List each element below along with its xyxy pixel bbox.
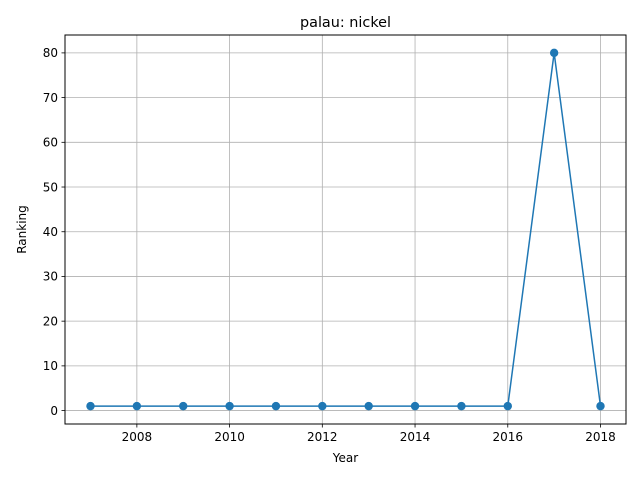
- x-tick-label: 2016: [492, 430, 523, 444]
- y-tick-label: 30: [43, 270, 58, 284]
- data-point: [503, 401, 512, 411]
- y-tick-label: 80: [43, 46, 58, 60]
- data-point: [225, 401, 234, 411]
- data-point: [549, 48, 559, 58]
- y-tick-label: 70: [43, 91, 58, 105]
- y-tick-label: 10: [43, 359, 58, 373]
- x-tick-label: 2012: [307, 430, 338, 444]
- x-tick-label: 2008: [122, 430, 153, 444]
- x-tick-label: 2018: [585, 430, 616, 444]
- y-tick-label: 60: [43, 136, 58, 150]
- grid: [65, 35, 626, 424]
- y-tick-label: 20: [43, 314, 58, 328]
- x-tick-label: 2014: [400, 430, 431, 444]
- chart-title: palau: nickel: [300, 15, 391, 31]
- plot-area: [65, 35, 626, 424]
- x-tick-label: 2010: [214, 430, 245, 444]
- data-point: [457, 401, 466, 411]
- series-group: [86, 48, 605, 411]
- data-point: [86, 401, 95, 411]
- data-point: [364, 401, 373, 411]
- data-point: [596, 401, 605, 411]
- data-point: [271, 401, 281, 411]
- axis-ticks: 2008 2010 2012 2014 2016 2018 0 10 20 30 40 50 60 70 8…: [43, 46, 616, 444]
- axes-frame: [64, 34, 627, 425]
- data-point: [410, 401, 420, 411]
- series-line: [90, 52, 602, 407]
- data-point: [318, 401, 327, 411]
- y-tick-label: 0: [50, 404, 58, 418]
- y-tick-label: 40: [43, 225, 58, 239]
- y-tick-label: 50: [43, 180, 58, 194]
- y-axis-label: Ranking: [15, 205, 29, 254]
- data-point: [132, 401, 142, 411]
- data-point: [179, 401, 188, 411]
- x-axis-label: Year: [332, 451, 358, 465]
